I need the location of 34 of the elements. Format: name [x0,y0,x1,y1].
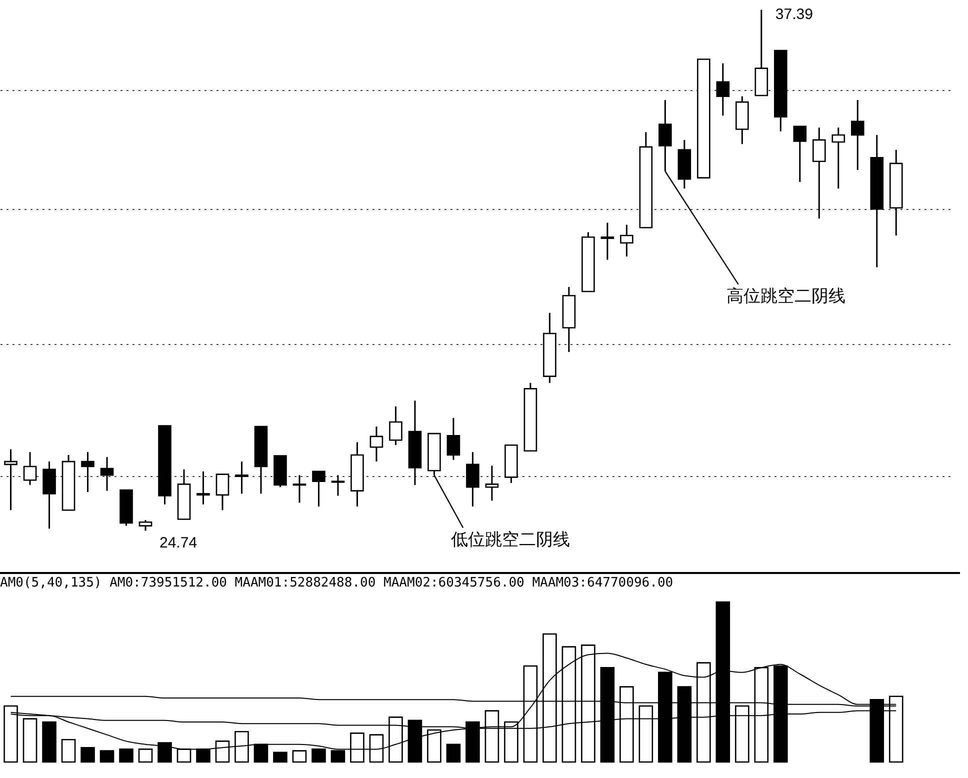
candlestick [370,426,384,462]
annotation: 低位跳空二阴线 [451,530,570,549]
candlestick [138,519,152,532]
bar [42,721,56,763]
candlestick [793,126,807,183]
bar [80,746,95,763]
text: 24.74 [160,534,198,552]
bar [446,744,461,763]
candlestick [850,99,864,171]
candlestick [196,470,210,506]
candlestick [331,474,345,496]
candlestick [600,222,614,261]
candlestick [292,474,306,504]
candlestick [389,406,402,446]
candlestick [81,451,94,493]
candlestick [235,460,248,494]
candlestick [446,417,460,461]
candlestick [832,126,846,190]
candlestick [216,474,230,511]
candlestick [312,470,326,508]
candlestick [4,448,18,511]
candlestick [812,126,826,220]
candlestick [716,62,730,116]
bar [119,748,134,763]
candlestick [100,456,114,492]
candlestick [485,464,499,502]
candlestick [620,224,634,258]
candlestick [466,451,480,508]
chart-title: AM0(5,40,135) AM0:73951512.00 MAAM01:52882488.00 MAAM02:60345756.00 MAAM03:64770096.00 [0,575,674,590]
annotation: 高位跳空二阴线 [726,286,846,306]
bar [100,750,114,763]
annotation: 37.39 [775,6,813,23]
candlestick [23,451,37,486]
bar [273,752,288,763]
